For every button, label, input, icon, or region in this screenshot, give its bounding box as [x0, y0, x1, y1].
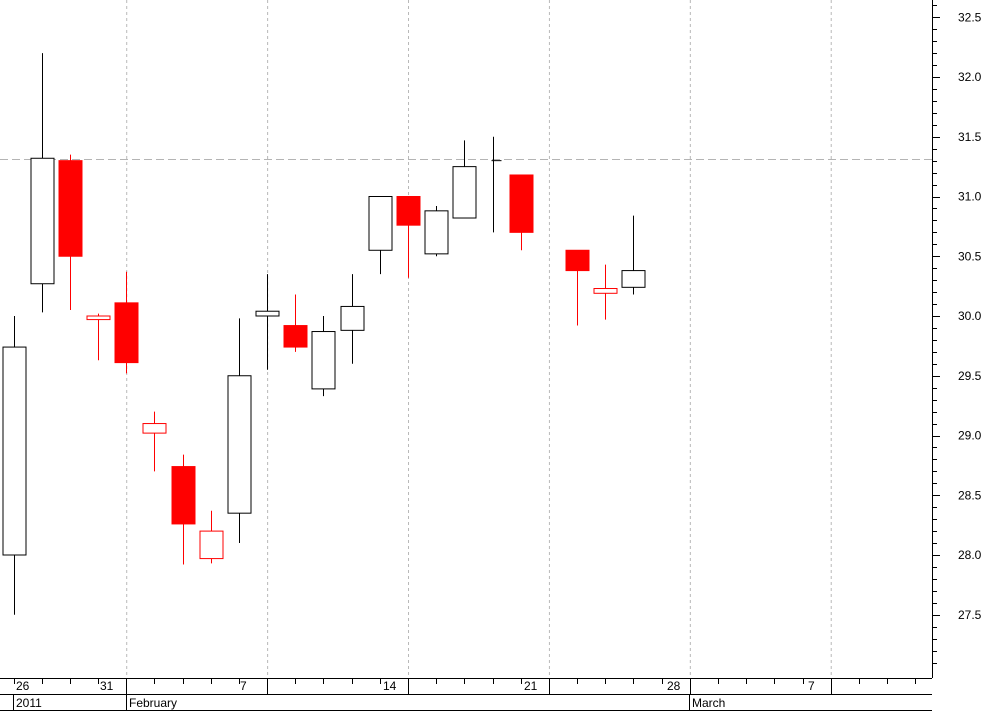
- x-date-label: 7: [240, 679, 247, 693]
- x-date-label: 14: [383, 679, 397, 693]
- y-tick-label: 29.0: [958, 429, 982, 443]
- y-tick-label: 31.5: [958, 130, 982, 144]
- y-tick-label: 32.5: [958, 10, 982, 24]
- candle-body: [199, 530, 224, 560]
- candle-body: [368, 196, 393, 251]
- y-tick-label: 28.5: [958, 488, 982, 502]
- y-tick-label: 30.5: [958, 249, 982, 263]
- candle-body: [114, 302, 139, 364]
- candle-body: [565, 249, 590, 272]
- x-date-label: February: [129, 696, 177, 710]
- y-tick-label: 29.5: [958, 369, 982, 383]
- candle-body: [509, 174, 534, 233]
- candle-body: [171, 466, 196, 525]
- y-tick-label: 30.0: [958, 309, 982, 323]
- candle-body: [2, 346, 27, 556]
- x-date-label: 26: [16, 679, 30, 693]
- candle-body: [255, 310, 280, 317]
- candle-body: [593, 288, 618, 294]
- candle-body: [30, 157, 55, 285]
- candle-body: [283, 325, 308, 348]
- y-tick-label: 31.0: [958, 190, 982, 204]
- x-date-label: March: [692, 696, 725, 710]
- candle-body: [621, 270, 646, 288]
- x-date-label: 21: [524, 679, 538, 693]
- candle-body: [227, 375, 252, 514]
- candle-body: [58, 160, 83, 257]
- candle-body: [142, 423, 167, 434]
- candle-body: [86, 315, 111, 321]
- x-date-label: 28: [667, 679, 681, 693]
- y-tick-label: 28.0: [958, 548, 982, 562]
- candle-body: [424, 210, 449, 255]
- candle-body: [340, 305, 365, 331]
- candle-body: [452, 166, 477, 219]
- x-date-label: 2011: [16, 696, 42, 710]
- x-date-label: 7: [808, 679, 815, 693]
- y-tick-label: 32.0: [958, 70, 982, 84]
- candle-body: [396, 196, 421, 226]
- x-date-label: 31: [100, 679, 114, 693]
- candle-body: [311, 331, 336, 390]
- y-tick-label: 27.5: [958, 608, 982, 622]
